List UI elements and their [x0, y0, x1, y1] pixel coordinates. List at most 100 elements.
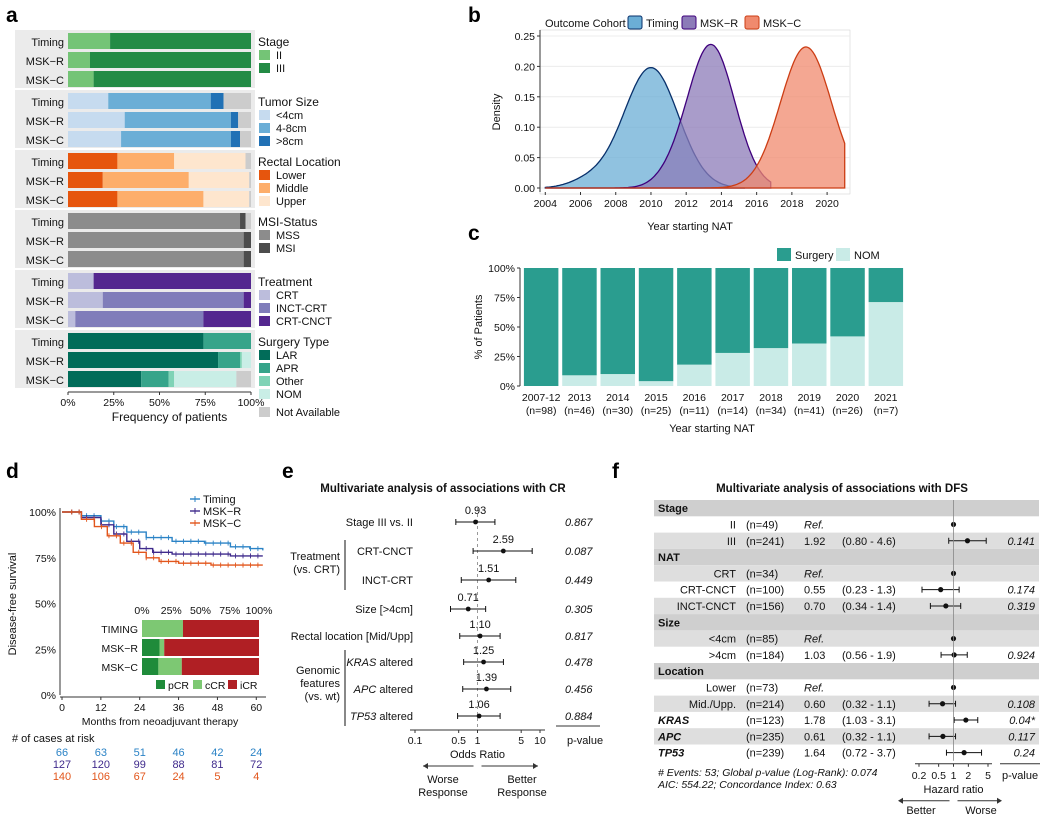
stack-segment — [108, 93, 211, 109]
p-value: 0.449 — [565, 575, 593, 587]
row-shade — [654, 597, 1039, 615]
count-label: (n=11) — [679, 405, 709, 417]
stack-segment — [230, 112, 239, 128]
inset-segment — [159, 639, 165, 656]
y-tick-label: 0.05 — [515, 153, 536, 165]
panel-a-stacked-bars: TimingMSK−RMSK−CStageIIIIITimingMSK−RMSK… — [15, 30, 341, 424]
group-title: MSI-Status — [258, 215, 317, 229]
cohort-label: MSK−C — [26, 255, 64, 267]
surgery-bar — [677, 268, 712, 365]
y-tick-label: 100% — [29, 507, 56, 519]
legend-swatch — [259, 196, 270, 206]
count-label: (n=41) — [794, 405, 825, 417]
legend-swatch — [259, 63, 270, 73]
hr-value: 0.60 — [804, 699, 825, 711]
stack-segment — [68, 273, 94, 289]
stack-segment — [68, 93, 109, 109]
or-point — [477, 633, 483, 639]
better-label: Survival — [901, 817, 940, 818]
or-value: 2.59 — [493, 534, 514, 546]
cohort-label: Timing — [31, 97, 64, 109]
worse-label: Response — [418, 787, 468, 799]
x-tick-label: 2016 — [745, 198, 769, 210]
y-tick-label: 25% — [494, 352, 515, 364]
legend-label: Other — [276, 376, 304, 388]
legend-label: Lower — [276, 170, 306, 182]
legend-label: MSK−C — [763, 18, 801, 30]
surgery-bar — [562, 268, 597, 376]
x-tick-label: 5 — [985, 770, 991, 782]
risk-count: 140 — [53, 771, 71, 783]
n-label: (n=156) — [746, 601, 784, 613]
cohort-label: MSK−R — [26, 176, 64, 188]
p-value: 0.456 — [565, 684, 593, 696]
hr-ref: Ref. — [804, 568, 824, 580]
stack-segment — [249, 191, 251, 207]
stack-segment — [218, 352, 241, 368]
legend-swatch — [836, 248, 850, 261]
better-label: Better — [507, 774, 537, 786]
row-label: III — [727, 536, 736, 548]
hr-point — [951, 652, 957, 658]
hr-point — [940, 733, 946, 739]
nom-bar — [638, 381, 674, 386]
x-tick-label: 12 — [95, 702, 107, 714]
risk-count: 46 — [172, 747, 184, 759]
stack-segment — [188, 172, 250, 188]
n-label: (n=184) — [746, 650, 784, 662]
y-tick-label: 25% — [35, 644, 56, 656]
row-label: APC altered — [353, 684, 413, 696]
row-label: KRAS altered — [346, 657, 413, 669]
stack-segment — [102, 292, 244, 308]
n-label: (n=49) — [746, 519, 778, 531]
stack-segment — [68, 251, 244, 267]
or-value: 0.93 — [465, 505, 486, 517]
stack-segment — [68, 352, 219, 368]
risk-count: 24 — [172, 771, 184, 783]
surgery-bar — [868, 268, 904, 303]
stack-segment — [240, 213, 246, 229]
inset-legend-swatch — [193, 680, 202, 689]
x-tick-label: 48 — [212, 702, 224, 714]
cohort-label: MSK−R — [26, 296, 64, 308]
survival-curve — [62, 511, 263, 557]
legend-label: Upper — [276, 196, 306, 208]
stack-segment — [174, 153, 246, 169]
x-tick-label: 60 — [250, 702, 262, 714]
category-label: 2019 — [798, 392, 822, 404]
stack-segment — [93, 273, 252, 289]
nom-bar — [715, 352, 750, 386]
stack-segment — [230, 131, 241, 147]
risk-count: 66 — [56, 747, 68, 759]
x-tick-label: 2008 — [604, 198, 628, 210]
stack-segment — [236, 371, 251, 387]
y-tick-label: 0.00 — [515, 183, 536, 195]
panel-e-forest-plot: Multivariate analysis of associations wi… — [290, 483, 603, 799]
stack-segment — [240, 352, 242, 368]
panel-letter-d: d — [6, 460, 19, 483]
inset-legend-label: pCR — [168, 680, 189, 692]
row-shade — [654, 532, 1039, 549]
risk-count: 81 — [211, 759, 223, 771]
ci-text: (0.72 - 3.7) — [842, 748, 896, 760]
ci-text: (0.23 - 1.3) — [842, 585, 896, 597]
y-tick-label: 0.25 — [515, 31, 536, 43]
surgery-bar — [792, 268, 827, 344]
inset-segment — [181, 658, 259, 675]
p-value: 0.867 — [565, 517, 593, 529]
x-tick-label: 2018 — [780, 198, 804, 210]
or-value: 1.06 — [468, 699, 489, 711]
y-tick-label: 0.10 — [515, 122, 536, 134]
p-value: 0.478 — [565, 657, 593, 669]
stack-segment — [93, 71, 252, 87]
better-arrowhead — [533, 763, 538, 769]
legend-swatch — [681, 15, 697, 30]
stack-segment — [241, 352, 251, 368]
legend-label: MSS — [276, 230, 300, 242]
y-tick-label: 0% — [41, 690, 56, 702]
count-label: (n=30) — [602, 405, 633, 417]
panel-c-nom-bar-chart: 2007-12(n=98)2013(n=46)2014(n=30)2015(n=… — [473, 248, 905, 435]
y-axis-title: Disease-free survival — [7, 553, 19, 656]
